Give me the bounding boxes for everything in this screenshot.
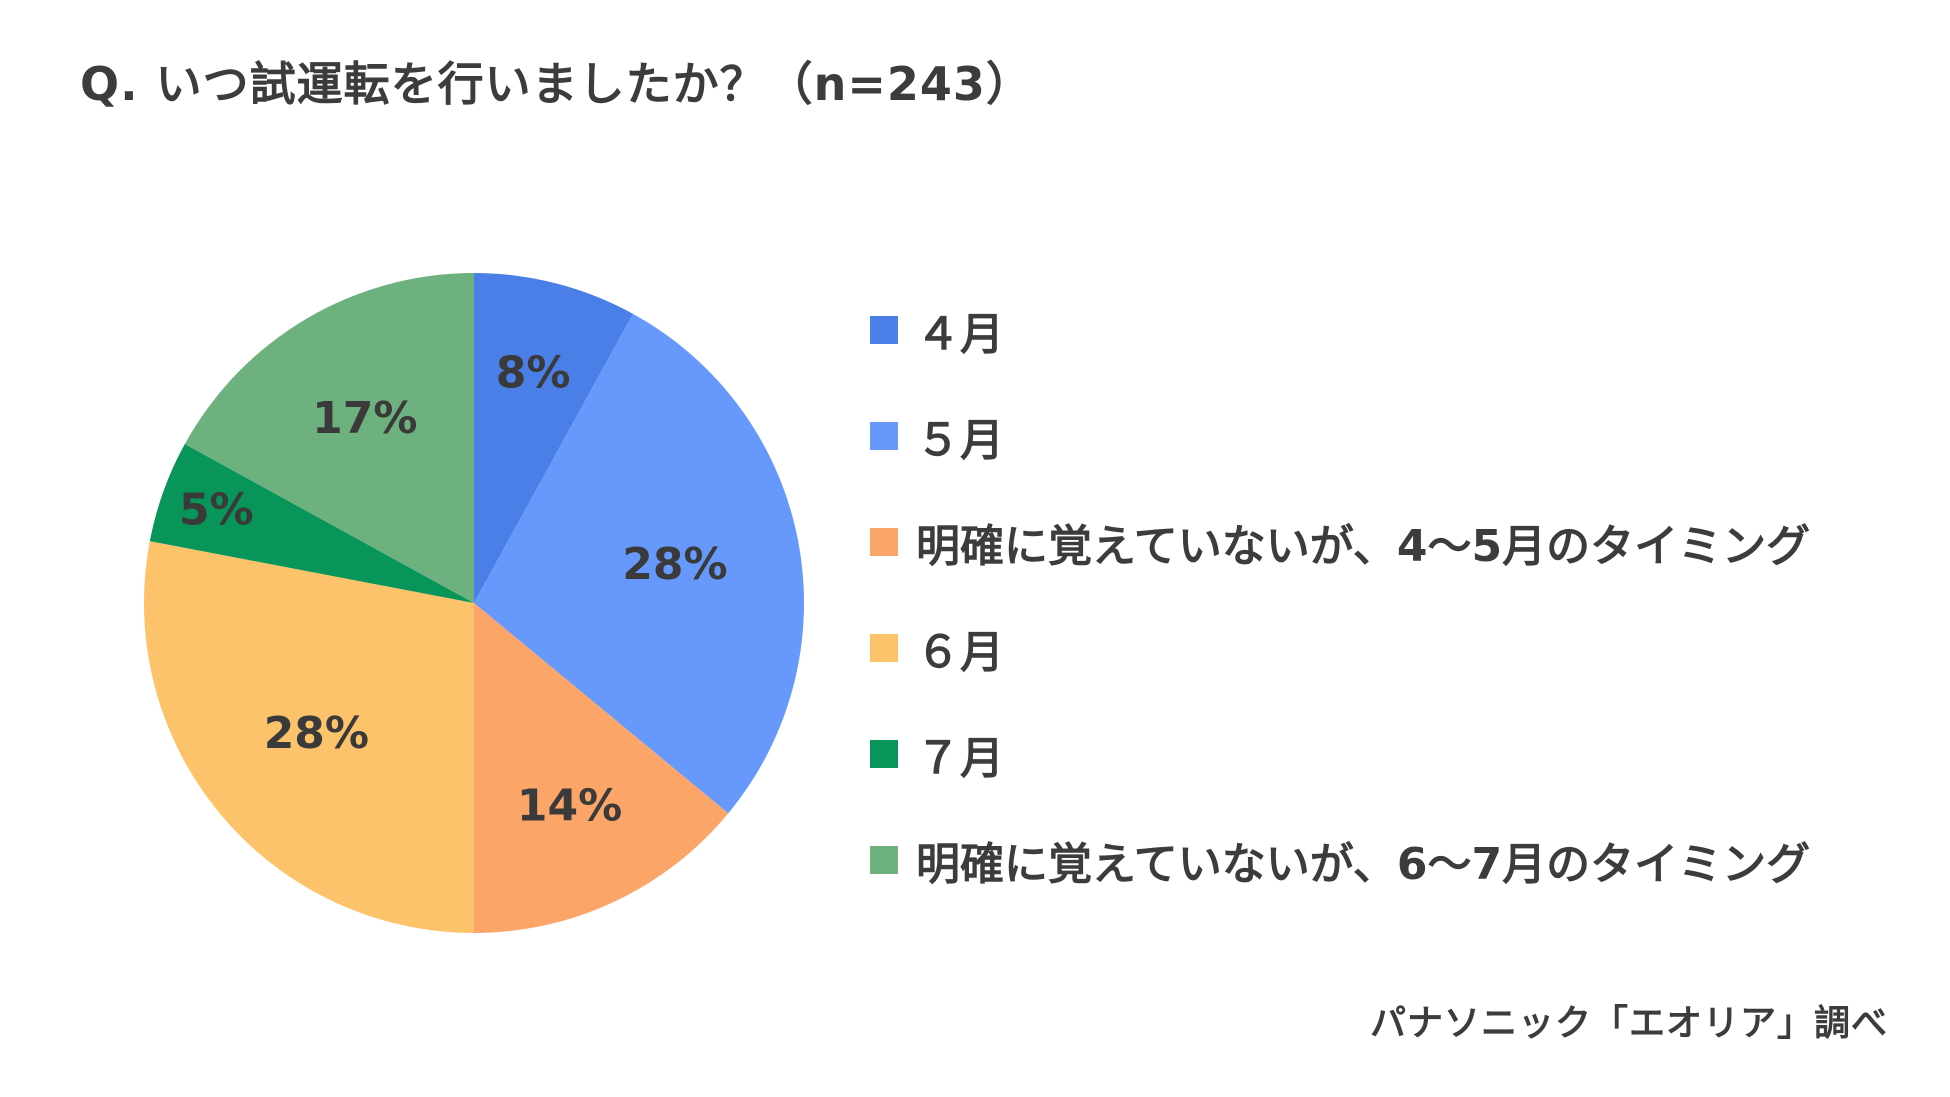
slice-data-label: 28% xyxy=(264,708,369,759)
pie-slice xyxy=(184,273,475,603)
legend-item: ７月 xyxy=(870,724,1004,784)
legend-swatch xyxy=(870,316,898,344)
slice-data-label: 17% xyxy=(312,393,417,444)
legend-item: ５月 xyxy=(870,406,1004,466)
legend-swatch xyxy=(870,740,898,768)
legend-label: ５月 xyxy=(916,415,1004,466)
legend-label: ６月 xyxy=(916,627,1004,678)
slice-data-label: 28% xyxy=(622,539,727,590)
pie-data-labels: 8% 28% 14% 28% 5% 17% xyxy=(179,347,728,831)
legend-label: 明確に覚えていないが、4〜5月のタイミング xyxy=(916,521,1811,572)
legend-swatch xyxy=(870,528,898,556)
legend-label: 明確に覚えていないが、6〜7月のタイミング xyxy=(916,839,1811,890)
legend-swatch xyxy=(870,846,898,874)
slice-data-label: 5% xyxy=(179,485,254,536)
pie-slice xyxy=(474,603,729,933)
legend-label: ４月 xyxy=(916,309,1004,360)
legend-label: ７月 xyxy=(916,733,1004,784)
legend-swatch xyxy=(870,422,898,450)
pie-slice xyxy=(474,313,804,814)
pie-slice xyxy=(149,444,474,603)
legend-item: 明確に覚えていないが、6〜7月のタイミング xyxy=(870,830,1810,890)
legend-item: 明確に覚えていないが、4〜5月のタイミング xyxy=(870,512,1810,572)
slice-data-label: 8% xyxy=(496,347,571,398)
pie-slice xyxy=(143,541,474,933)
chart-title: Q. いつ試運転を行いましたか？（n=243） xyxy=(80,57,1033,111)
legend-item: ６月 xyxy=(870,618,1004,678)
legend-item: ４月 xyxy=(870,300,1004,360)
pie-slice xyxy=(474,273,633,603)
pie-slices xyxy=(143,273,804,933)
source-note: パナソニック「エオリア」調べ xyxy=(1369,1003,1888,1044)
slice-data-label: 14% xyxy=(517,781,622,832)
legend-swatch xyxy=(870,634,898,662)
